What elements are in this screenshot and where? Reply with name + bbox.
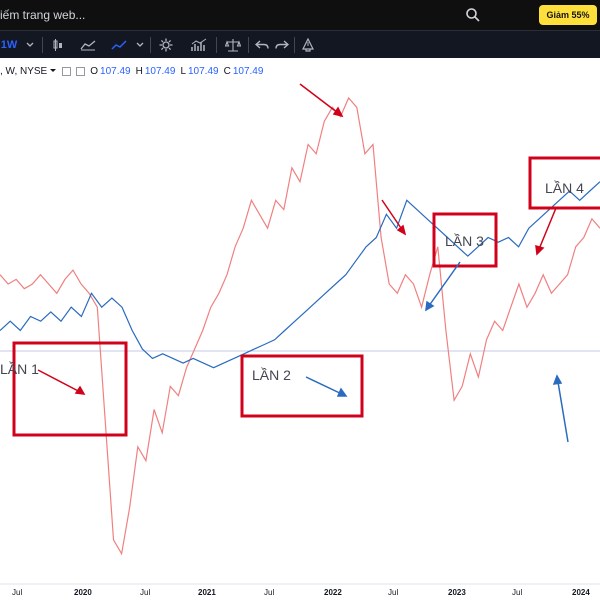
annotation-box-2 [240,354,364,418]
toolbar-divider [216,37,217,53]
time-axis-label: Jul [12,588,23,597]
toolbar-divider [42,37,43,53]
series-line-1 [0,96,600,556]
high-label: H [135,66,143,77]
time-axis-label: 2022 [324,588,342,597]
top-bar: iếm trang web... Giảm 55% [0,0,600,30]
settings-toggle[interactable] [76,67,86,76]
time-axis-label: Jul [140,588,151,597]
close-label: C [223,66,231,77]
redo-icon[interactable] [272,35,292,55]
annotation-box-3 [432,212,498,268]
promo-button[interactable]: Giảm 55% [539,5,597,25]
chart-type-dropdown-icon[interactable] [134,35,146,55]
time-axis-label: 2023 [448,588,466,597]
time-axis-label: 2024 [572,588,590,597]
open-label: O [90,66,99,77]
alert-icon[interactable] [298,35,318,55]
chart-toolbar: 1W [0,30,600,58]
toolbar-divider [294,37,295,53]
time-axis-label: Jul [264,588,275,597]
interval-dropdown-icon[interactable] [24,35,36,55]
search-input[interactable]: iếm trang web... [0,8,86,22]
annotation-box-4 [528,156,600,210]
series-line-2 [0,181,600,369]
symbol-dropdown-icon[interactable] [49,66,57,77]
line-chart-icon[interactable] [108,35,130,55]
symbol-legend: , W, NYSE O 107.49 H 107.49 L 107.49 C 107.4… [0,66,263,77]
indicators-icon[interactable] [188,35,210,55]
low-value: 107.49 [188,66,219,77]
low-label: L [180,66,186,77]
open-value: 107.49 [100,66,131,77]
high-value: 107.49 [144,66,176,77]
bars-chart-icon[interactable] [78,35,98,55]
close-value: 107.49 [232,66,264,77]
annotation-label-4: LẦN 4 [545,180,584,196]
symbol-label[interactable]: , W, NYSE [0,66,48,77]
toolbar-divider [248,37,249,53]
candles-icon[interactable] [48,35,68,55]
time-axis-label: 2020 [74,588,92,597]
time-axis-label: Jul [512,588,523,597]
undo-icon[interactable] [252,35,272,55]
annotation-box-1 [12,341,128,437]
price-chart[interactable]: LẦN 1 LẦN 2 LẦN 3 LẦN 4 [0,58,600,586]
compare-scale-icon[interactable] [222,35,244,55]
search-icon[interactable] [464,6,482,24]
time-axis-label: Jul [388,588,399,597]
interval-button[interactable]: 1W [0,39,18,51]
annotation-label-3: LẦN 3 [445,233,484,249]
annotation-label-2: LẦN 2 [252,367,291,383]
annotation-arrows-red [37,83,557,395]
time-axis-label: 2021 [198,588,216,597]
annotation-arrows-blue [305,261,569,443]
gear-icon[interactable] [156,35,176,55]
toolbar-divider [150,37,151,53]
visibility-toggle[interactable] [62,67,72,76]
annotation-label-1: LẦN 1 [0,361,39,377]
